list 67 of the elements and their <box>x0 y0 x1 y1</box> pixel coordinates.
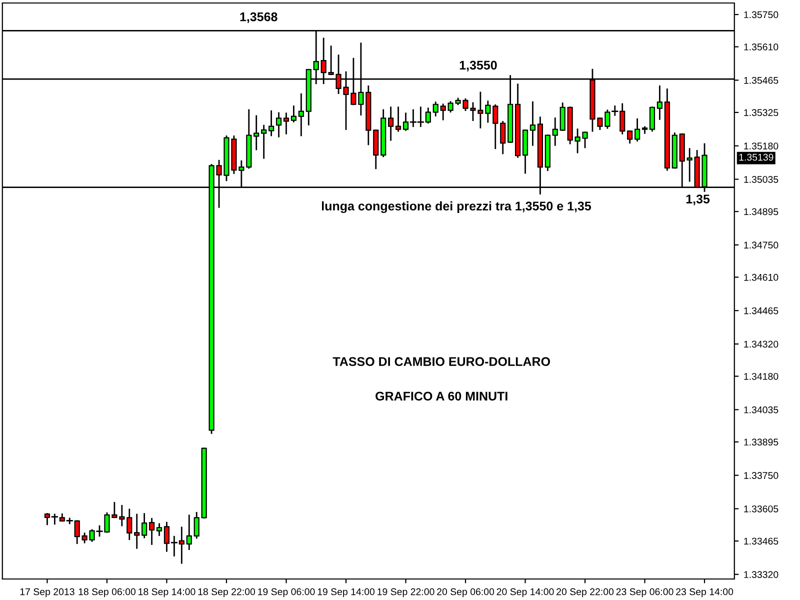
y-tick-label: 1.34180 <box>744 372 778 380</box>
y-tick-label: 1.34750 <box>744 242 778 249</box>
x-tick-label: 17 Sep 2013 <box>20 588 74 598</box>
x-tick-label: 18 Sep 14:00 <box>138 588 196 598</box>
ref-line-label: 1,35 <box>686 194 710 206</box>
y-tick-label: 1.35035 <box>744 176 778 183</box>
y-tick-label: 1.33895 <box>744 438 778 446</box>
candlestick <box>142 513 148 538</box>
candlestick <box>194 512 200 539</box>
candlestick <box>388 106 394 141</box>
y-tick-label: 1.33605 <box>744 505 778 512</box>
candlestick <box>485 100 491 123</box>
candlestick <box>283 112 290 134</box>
y-tick-label: 1.33750 <box>744 472 778 479</box>
x-tick-label: 18 Sep 22:00 <box>198 588 256 598</box>
y-tick-label: 1.35180 <box>744 142 778 150</box>
candlestick <box>126 508 132 540</box>
x-tick-label: 20 Sep 14:00 <box>496 588 554 598</box>
text: TASSO DI CAMBIO EURO-DOLLARO <box>332 357 550 366</box>
candlestick <box>552 118 558 146</box>
candlestick <box>186 514 192 550</box>
candlestick <box>560 102 566 131</box>
ref-line-label: 1,3568 <box>240 12 278 24</box>
ref-line-label: 1,3550 <box>460 60 497 72</box>
candlestick <box>649 106 656 132</box>
candlestick <box>627 130 633 144</box>
y-tick-label: 1.34465 <box>744 307 778 314</box>
candlestick <box>432 102 438 116</box>
x-tick-label: 19 Sep 06:00 <box>258 588 315 598</box>
x-tick-label: 20 Sep 06:00 <box>437 588 494 598</box>
candlestick <box>492 104 498 150</box>
y-tick-label: 1.34320 <box>744 340 778 348</box>
candlestick <box>395 106 402 132</box>
x-tick-label: 18 Sep 06:00 <box>78 588 136 598</box>
candlestick <box>254 115 260 150</box>
y-tick-label: 1.33465 <box>744 538 778 545</box>
candlestick <box>634 118 640 142</box>
x-tick-label: 23 Sep 06:00 <box>616 588 674 598</box>
y-tick-label: 1.35465 <box>744 76 778 84</box>
candlestick <box>268 110 274 136</box>
y-tick-label: 1.33320 <box>744 571 778 578</box>
y-tick-label: 1.34035 <box>744 406 778 414</box>
candlestick <box>261 124 267 159</box>
x-tick-label: 19 Sep 22:00 <box>378 588 434 598</box>
candlestick <box>156 523 162 536</box>
y-tick-label: 1.35325 <box>744 109 778 116</box>
candlestick <box>119 505 125 526</box>
x-tick-label: 20 Sep 22:00 <box>556 588 614 598</box>
candlestick <box>148 518 155 545</box>
text: 1.35139 <box>739 154 774 161</box>
y-tick-label: 1.34895 <box>744 208 778 216</box>
x-tick-label: 23 Sep 14:00 <box>676 588 734 598</box>
candlestick <box>298 93 304 136</box>
candlestick <box>276 112 282 138</box>
candlestick <box>440 104 446 120</box>
text: GRAFICO A 60 MINUTI <box>376 392 508 401</box>
candlestick <box>656 85 662 120</box>
y-tick-label: 1.35610 <box>744 44 778 50</box>
y-tick-label: 1.35750 <box>744 11 778 18</box>
candlestick <box>530 101 536 146</box>
y-tick-label: 1.34610 <box>744 274 778 281</box>
candlestick <box>686 148 692 182</box>
candlestick <box>134 514 140 549</box>
annotation: lunga congestione dei prezzi tra 1,3550 e 1,35 <box>322 201 592 214</box>
candlestick <box>290 106 296 122</box>
x-tick-label: 19 Sep 14:00 <box>318 588 375 598</box>
candlestick <box>500 120 506 154</box>
